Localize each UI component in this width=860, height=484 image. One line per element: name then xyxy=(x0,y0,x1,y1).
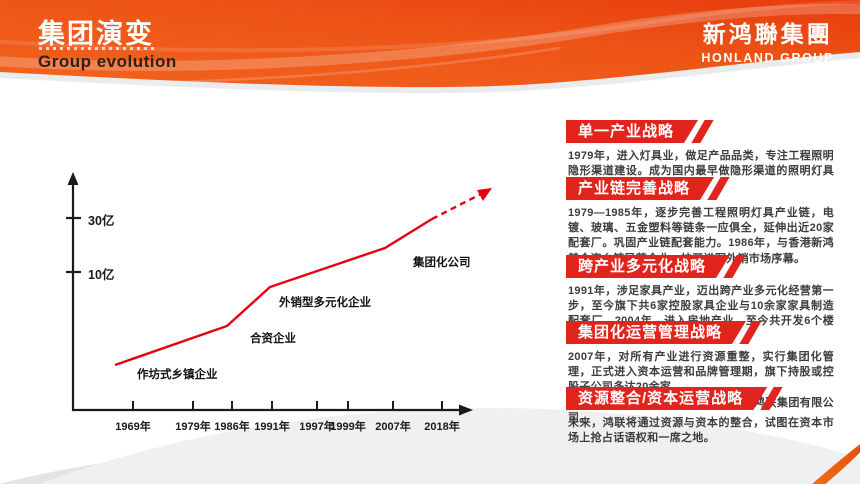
strategy-title-banner: 产业链完善战略 xyxy=(566,177,714,200)
x-tick-1986: 1986年 xyxy=(214,421,250,433)
strategy-title: 资源整合/资本运营战略 xyxy=(578,390,744,407)
strategy-title-banner: 集团化运营管理战略 xyxy=(566,321,746,344)
stage-label-township-workshop: 作坊式乡镇企业 xyxy=(137,369,218,381)
stage-label-export-diversified: 外销型多元化企业 xyxy=(279,297,371,309)
strategy-title: 产业链完善战略 xyxy=(578,180,691,197)
strategy-body: 未来，鸿联将通过资源与资本的整合，试图在资本市场上抢占话语权和一席之地。 xyxy=(568,417,834,445)
x-tick-1997: 1997年 xyxy=(299,421,335,433)
y-tick-10yi: 10亿 xyxy=(88,268,115,282)
strategy-title-banner: 单一产业战略 xyxy=(566,120,698,143)
logo-english-text: HONLAND GROUP xyxy=(701,51,834,65)
x-tick-2007: 2007年 xyxy=(375,421,411,433)
evolution-line-chart: 30亿 10亿 1969年 1979年 1986年 1991年 1997年 19… xyxy=(55,170,525,460)
x-tick-1979: 1979年 xyxy=(175,421,211,433)
strategy-title-banner: 资源整合/资本运营战略 xyxy=(566,387,767,410)
header-wave-graphic xyxy=(0,0,860,94)
y-tick-30yi: 30亿 xyxy=(88,214,115,228)
header-banner: 集团演变 Group evolution 新鸿聯集團 HONLAND GROUP xyxy=(0,0,860,110)
stage-label-joint-venture: 合资企业 xyxy=(250,333,296,345)
logo-chinese-text: 新鸿聯集團 xyxy=(702,21,833,48)
company-logo: 新鸿聯集團 HONLAND GROUP xyxy=(701,15,834,65)
x-tick-1999: 1999年 xyxy=(330,421,366,433)
strategy-title: 单一产业战略 xyxy=(578,123,675,140)
stage-label-group-company: 集团化公司 xyxy=(413,257,471,269)
title-dotted-underline xyxy=(39,47,157,50)
strategy-title-banner: 跨产业多元化战略 xyxy=(566,255,730,278)
strategy-title: 集团化运营管理战略 xyxy=(578,324,723,341)
page-title: 集团演变 xyxy=(38,19,154,49)
x-tick-1969: 1969年 xyxy=(115,421,151,433)
strategy-title: 跨产业多元化战略 xyxy=(578,258,707,275)
x-tick-1991: 1991年 xyxy=(254,421,290,433)
chart-axes-and-line xyxy=(66,172,492,416)
page-subtitle: Group evolution xyxy=(38,52,177,71)
strategy-block-industry-chain: 产业链完善战略 1979—1985年，逐步完善工程照明灯具产业链，电镀、玻璃、五… xyxy=(566,177,844,267)
x-tick-2018: 2018年 xyxy=(424,421,460,433)
strategy-block-capital-operation: 资源整合/资本运营战略 未来，鸿联将通过资源与资本的整合，试图在资本市场上抢占话… xyxy=(566,387,844,446)
